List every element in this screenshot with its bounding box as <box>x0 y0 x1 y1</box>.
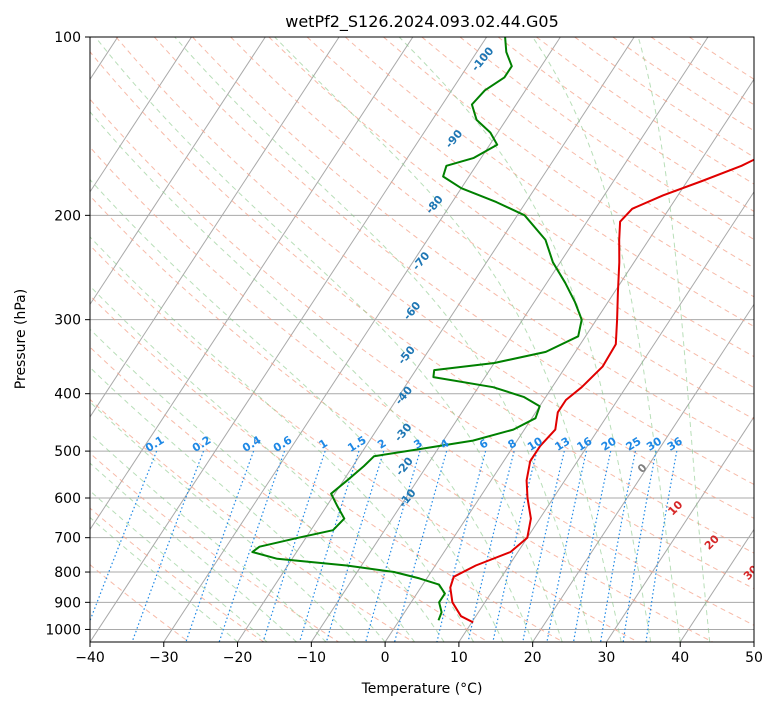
plot-data <box>251 37 754 624</box>
isotherm-line <box>90 37 488 642</box>
mixing-ratio-line <box>299 450 360 642</box>
x-tick-label: −40 <box>75 650 105 666</box>
plot-frame <box>89 36 755 643</box>
dry-adiabat-line <box>90 244 639 642</box>
mixing-ratio-line <box>645 450 678 642</box>
moist-adiabat-line <box>94 37 563 642</box>
y-tick-label: 500 <box>54 444 81 460</box>
isotherm-line <box>90 37 414 531</box>
moist-adiabat-line <box>90 178 504 642</box>
x-tick-label: 40 <box>671 650 689 666</box>
moist-adiabat-line <box>90 236 475 642</box>
mixing-ratio-line <box>325 450 385 642</box>
y-tick-label: 400 <box>54 387 81 403</box>
mixing-ratio-line <box>90 450 158 623</box>
y-tick-label: 1000 <box>45 622 81 638</box>
x-tick-label: 20 <box>524 650 542 666</box>
mixing-ratio-line <box>572 450 612 642</box>
moist-adiabat-line <box>90 328 416 642</box>
isotherm-line <box>90 37 266 306</box>
x-tick-label: 10 <box>450 650 468 666</box>
x-tick-label: −10 <box>297 650 327 666</box>
moist-adiabat-line <box>90 366 386 642</box>
mixing-ratio-line <box>546 450 587 642</box>
isotherm-line <box>384 78 754 642</box>
y-tick-label: 900 <box>54 595 81 611</box>
mixing-ratio-line <box>394 450 448 642</box>
x-tick-label: 50 <box>745 650 763 666</box>
y-axis-label: Pressure (hPa) <box>13 289 29 389</box>
y-tick-label: 100 <box>54 30 81 46</box>
moist-adiabat-line <box>90 490 268 642</box>
dry-adiabat-line <box>90 452 339 642</box>
moist-adiabat-line <box>90 111 534 642</box>
isotherm-line <box>458 190 754 642</box>
isotherm-line <box>90 37 192 193</box>
y-tick-label: 600 <box>54 491 81 507</box>
x-axis-label: Temperature (°C) <box>361 681 483 697</box>
mixing-ratio-line <box>365 450 421 642</box>
moist-adiabat-line <box>90 462 297 642</box>
moist-adiabat-line <box>398 37 652 642</box>
dry-adiabat-line <box>90 564 190 642</box>
dry-adiabat-line <box>90 398 414 642</box>
dry-adiabat-line <box>90 195 713 642</box>
mixing-ratio-line <box>622 450 657 642</box>
moist-adiabat-line <box>532 37 681 642</box>
moist-adiabat-line <box>90 432 327 642</box>
isotherm-line <box>606 416 754 642</box>
mixing-ratio-line <box>218 450 286 642</box>
y-tick-label: 300 <box>54 313 81 329</box>
isotherm-line <box>679 528 754 642</box>
isotherm-line <box>237 37 635 642</box>
mixing-ratio-line <box>600 450 636 642</box>
temperature-profile-line <box>449 158 754 624</box>
y-tick-label: 800 <box>54 565 81 581</box>
dry-adiabat-line <box>90 346 489 642</box>
mixing-ratio-line <box>436 450 487 642</box>
mixing-ratio-line <box>467 450 515 642</box>
x-tick-label: −30 <box>149 650 179 666</box>
moist-adiabat-line <box>174 37 593 642</box>
y-tick-label: 700 <box>54 531 81 547</box>
mixing-ratio-line <box>262 450 326 642</box>
mixing-ratio-line <box>131 450 205 642</box>
x-tick-label: 0 <box>381 650 390 666</box>
moist-adiabat-line <box>637 37 711 642</box>
y-tick-label: 200 <box>54 208 81 224</box>
x-tick-label: −20 <box>223 650 253 666</box>
chart-title: wetPf2_S126.2024.093.02.44.G05 <box>285 12 559 32</box>
isotherm-line <box>532 303 754 642</box>
mixing-ratio-line <box>522 450 565 642</box>
x-tick-label: 30 <box>598 650 616 666</box>
plot-axes: −40 −30 −20 −10 0 10 20 30 40 50 100 200 300 400 500 60… <box>45 30 763 666</box>
isotherm-line <box>310 37 709 642</box>
dewpoint-profile-line <box>251 37 583 621</box>
moist-adiabat-line <box>90 516 238 642</box>
isotherm-line <box>90 37 340 418</box>
